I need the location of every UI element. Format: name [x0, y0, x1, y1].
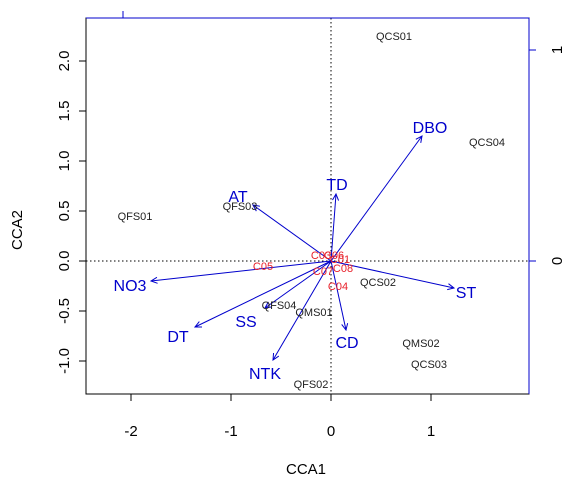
y-tick-label: 1.0 — [56, 151, 73, 172]
species-label: C01 — [330, 254, 350, 266]
y-tick-label: -1.0 — [56, 348, 73, 374]
site-label: QMS01 — [295, 307, 332, 319]
site-label: QFS04 — [262, 300, 297, 312]
site-label: QCS03 — [411, 359, 447, 371]
arrow-no3 — [150, 260, 332, 282]
y-tick-label: 1.5 — [56, 101, 73, 122]
arrowhead-dt — [193, 321, 203, 328]
arrow-label-dbo: DBO — [413, 120, 448, 137]
arrow-dbo — [330, 135, 423, 262]
x-tick-label: -2 — [124, 423, 137, 440]
arrow-td — [330, 193, 337, 262]
arrowhead-td — [332, 192, 340, 201]
species-label: C07 — [313, 266, 333, 278]
y-tick-label: 0.5 — [56, 201, 73, 222]
arrow-label-td: TD — [326, 177, 347, 194]
y-tick-label: -0.5 — [56, 298, 73, 324]
arrowhead-ntk — [272, 352, 280, 361]
arrowhead-no3 — [149, 276, 158, 284]
arrow-ntk — [272, 260, 332, 361]
arrow-label-ss: SS — [235, 314, 256, 331]
site-label: QCS01 — [376, 31, 412, 43]
species-label: C06 — [324, 250, 344, 262]
arrowhead-at — [252, 204, 260, 212]
arrow-at — [252, 204, 332, 262]
x-tick-label: 0 — [327, 423, 335, 440]
site-label: QFS02 — [294, 379, 329, 391]
plot-frame — [85, 17, 530, 395]
x-axis-title: CCA1 — [286, 461, 326, 478]
arrow-ss — [264, 260, 332, 309]
arrowhead-ss — [264, 301, 272, 309]
species-label: C04 — [328, 281, 348, 293]
x-tick-label: 1 — [427, 423, 435, 440]
arrow-label-ntk: NTK — [249, 366, 281, 383]
y-tick-label: 0.0 — [56, 251, 73, 272]
arrowhead-cd — [341, 323, 349, 332]
y-tick-label: 2.0 — [56, 51, 73, 72]
site-label: QCS04 — [469, 137, 505, 149]
arrowhead-st — [447, 283, 456, 291]
arrow-label-st: ST — [456, 285, 477, 302]
y-axis-title: CCA2 — [9, 210, 26, 250]
species-label: C08 — [333, 263, 353, 275]
site-label: QFS01 — [118, 211, 153, 223]
arrow-st — [330, 260, 455, 289]
site-label: QCS02 — [360, 277, 396, 289]
arrowhead-dbo — [415, 135, 423, 143]
arrow-label-no3: NO3 — [114, 278, 147, 295]
species-label: C05 — [253, 261, 273, 273]
arrow-label-at: AT — [228, 189, 247, 206]
site-label: QFS03 — [223, 201, 258, 213]
arrow-cd — [330, 260, 347, 331]
arrow-label-cd: CD — [335, 335, 358, 352]
site-label: QMS02 — [402, 338, 439, 350]
species-label: C03 — [311, 250, 331, 262]
arrow-label-dt: DT — [167, 329, 189, 346]
arrow-dt — [194, 260, 332, 328]
secondary-right-tick-label: 0 — [549, 257, 566, 265]
x-tick-label: -1 — [224, 423, 237, 440]
secondary-right-tick-label: 1 — [549, 46, 566, 54]
